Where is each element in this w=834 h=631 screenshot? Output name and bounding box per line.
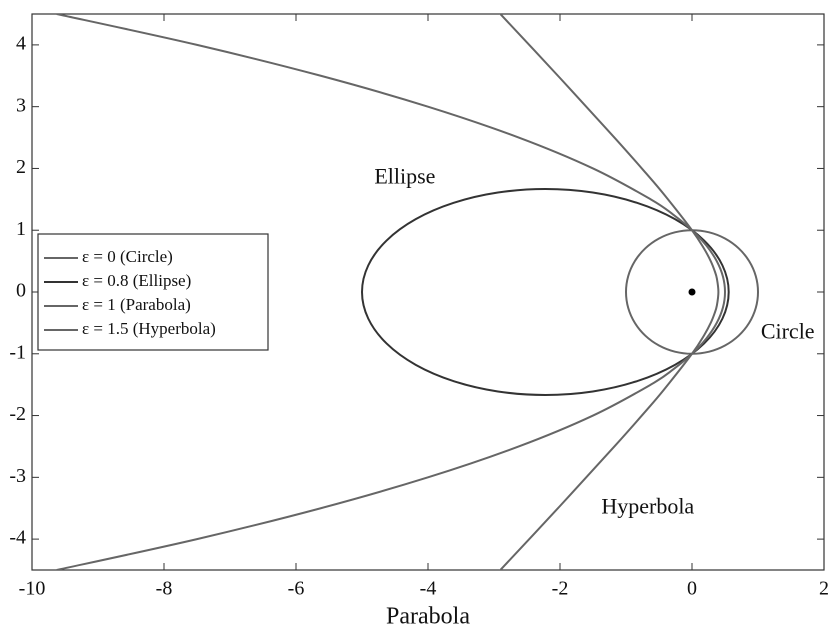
legend-label: ε = 0.8 (Ellipse)	[82, 271, 191, 290]
x-tick-label: -6	[288, 578, 305, 600]
y-tick-label: -4	[9, 527, 26, 549]
annotation: Circle	[761, 318, 815, 343]
x-tick-label: -10	[19, 578, 46, 600]
x-tick-label: -4	[420, 578, 437, 600]
y-tick-label: -1	[9, 341, 26, 363]
y-tick-label: -3	[9, 465, 26, 487]
y-tick-label: 1	[16, 218, 26, 240]
y-tick-label: 2	[16, 156, 26, 178]
annotation: Ellipse	[374, 163, 435, 188]
legend-label: ε = 1.5 (Hyperbola)	[82, 319, 216, 338]
conic-curve	[498, 14, 720, 570]
y-tick-label: 0	[16, 280, 26, 302]
y-tick-label: -2	[9, 403, 26, 425]
x-tick-label: 2	[819, 578, 829, 600]
conic-curve	[56, 14, 727, 570]
x-axis-label: Parabola	[386, 604, 470, 630]
y-tick-label: 4	[16, 32, 26, 54]
legend-label: ε = 1 (Parabola)	[82, 295, 191, 314]
x-tick-label: -2	[552, 578, 569, 600]
conic-curve	[360, 188, 730, 396]
focus-point	[688, 288, 696, 296]
annotation: Hyperbola	[601, 493, 694, 518]
curves	[56, 14, 760, 570]
y-tick-label: 3	[16, 94, 26, 116]
legend-label: ε = 0 (Circle)	[82, 247, 173, 266]
conic-curve	[624, 229, 760, 355]
x-tick-label: 0	[687, 578, 697, 600]
x-tick-label: -8	[156, 578, 173, 600]
